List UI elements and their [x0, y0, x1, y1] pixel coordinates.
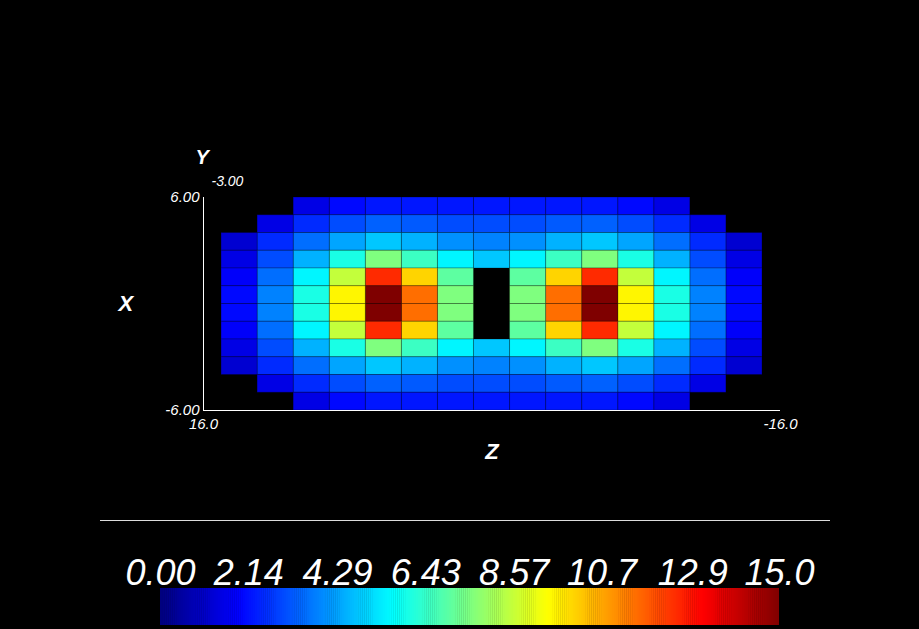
svg-text:Y: Y [196, 146, 211, 168]
svg-text:X: X [117, 291, 135, 316]
svg-text:6.00: 6.00 [170, 188, 200, 205]
svg-text:15.0: 15.0 [744, 552, 814, 593]
svg-text:-6.00: -6.00 [165, 401, 200, 418]
svg-text:8.57: 8.57 [479, 552, 551, 593]
svg-text:10.7: 10.7 [567, 552, 639, 593]
svg-text:16.0: 16.0 [188, 415, 219, 433]
svg-text:2.14: 2.14 [213, 552, 284, 593]
svg-text:12.9: 12.9 [658, 552, 728, 593]
svg-text:Z: Z [484, 439, 500, 464]
svg-text:-3.00: -3.00 [212, 173, 244, 189]
svg-text:4.29: 4.29 [302, 552, 372, 593]
svg-text:0.00: 0.00 [125, 552, 195, 593]
svg-text:6.43: 6.43 [391, 552, 461, 593]
svg-text:-16.0: -16.0 [763, 415, 798, 432]
